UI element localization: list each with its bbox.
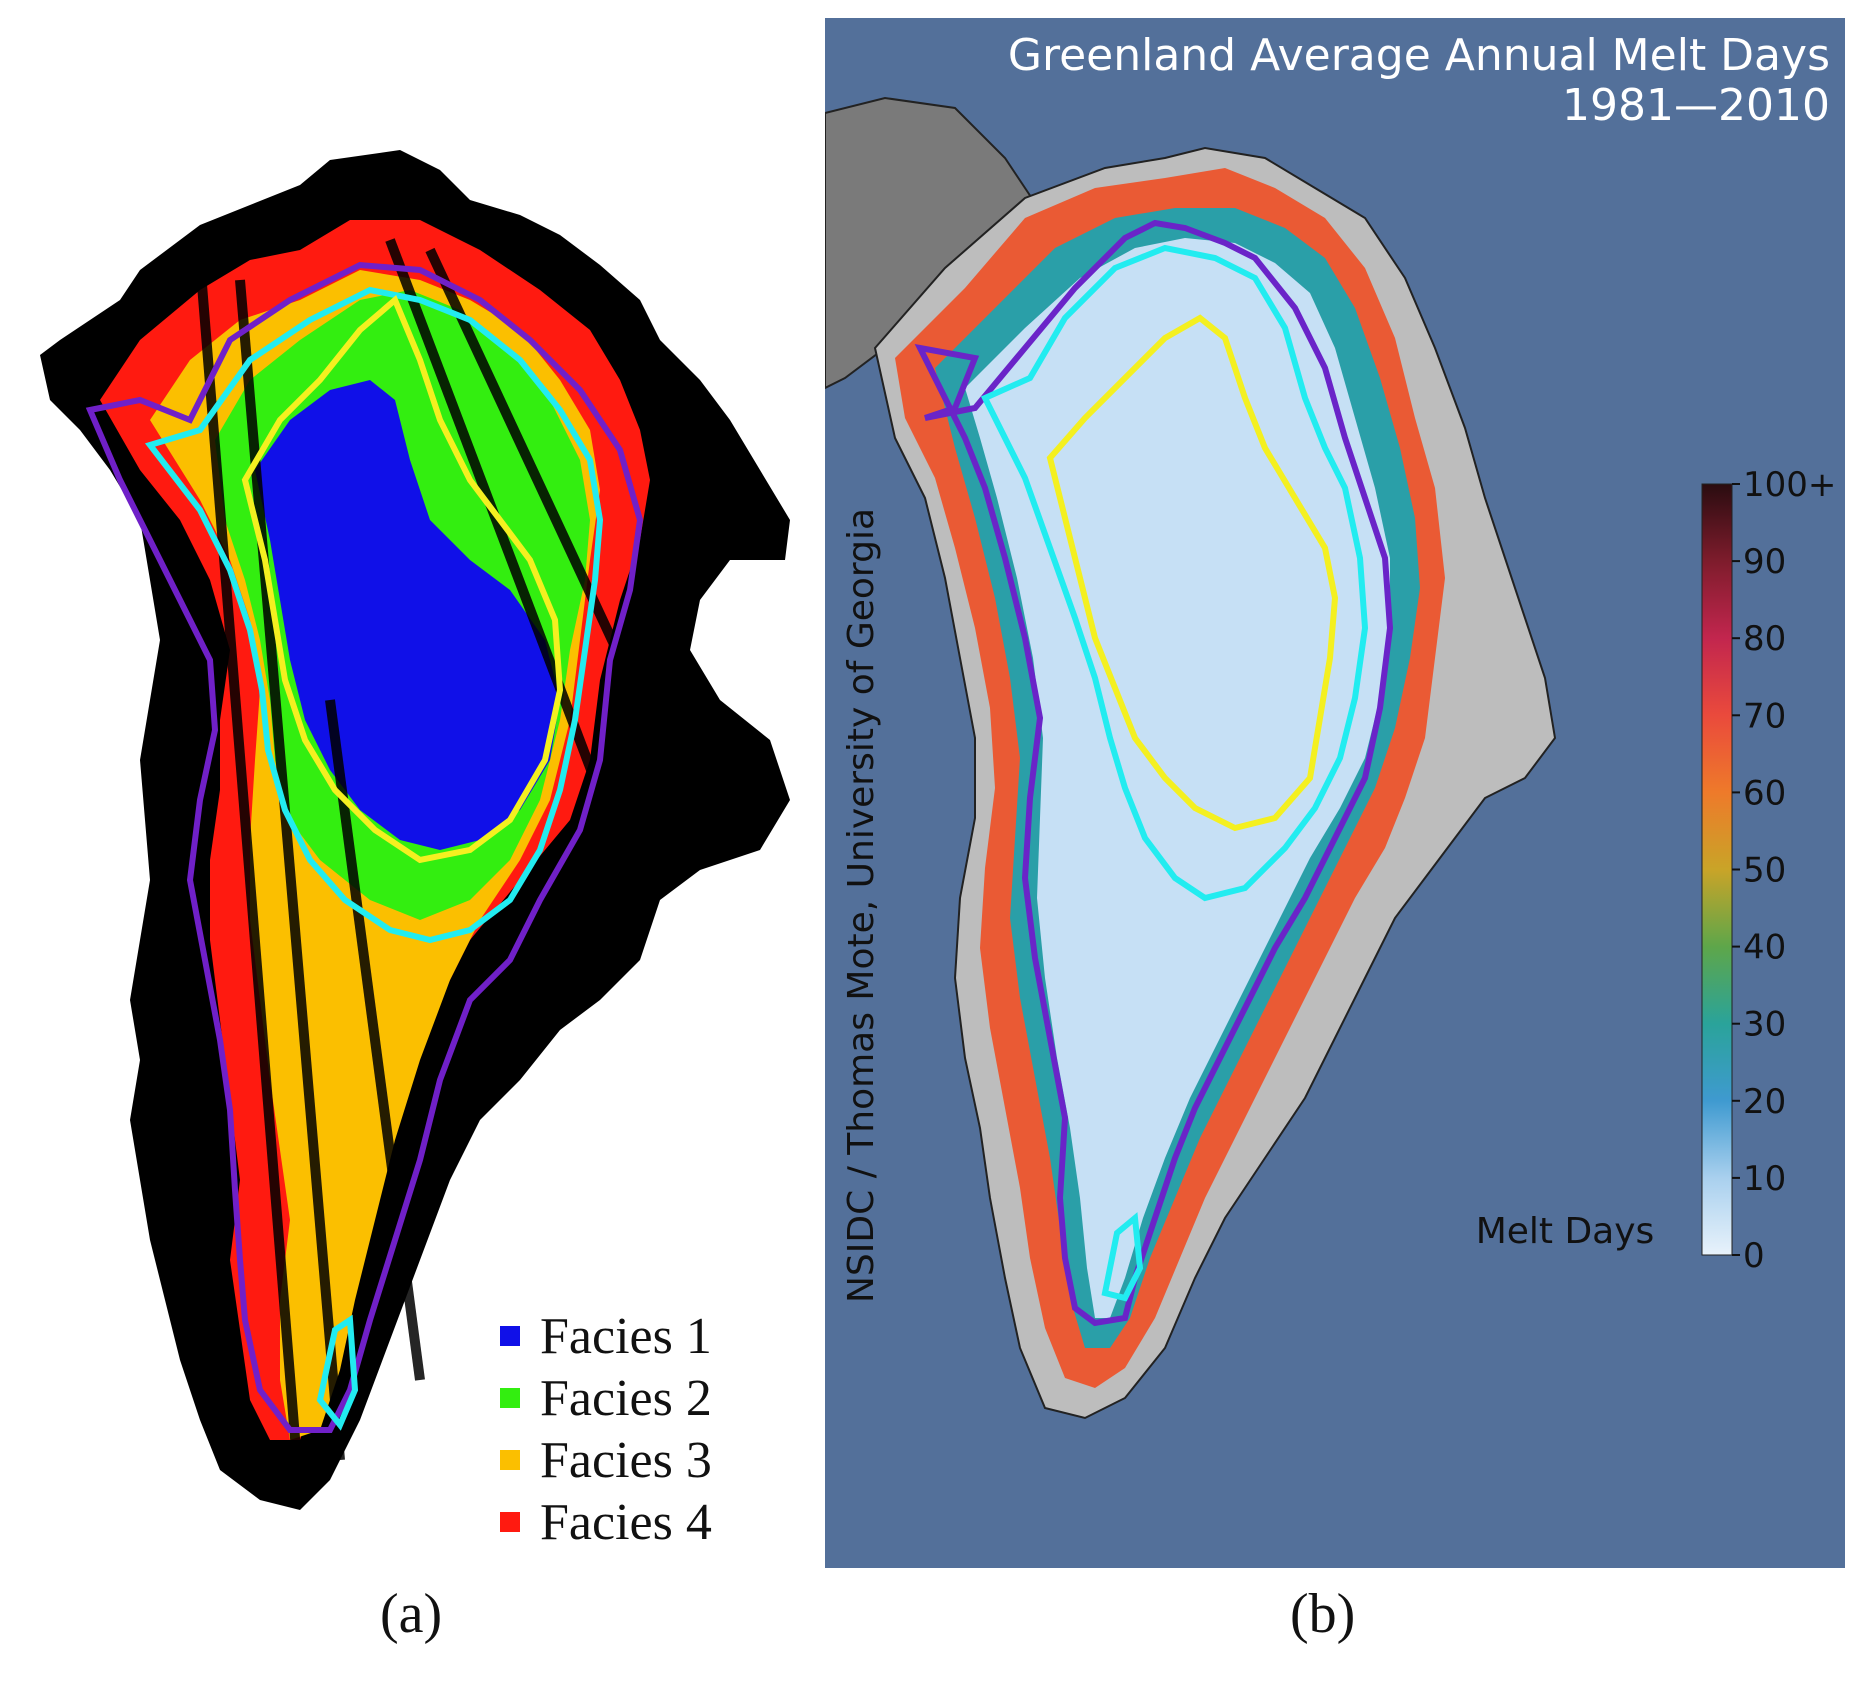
legend-label-facies-3: Facies 3 [540, 1431, 712, 1489]
swath-stripes [195, 238, 645, 1501]
colorbar-label: Melt Days [1476, 1211, 1655, 1252]
map-subtitle: 1981—2010 [1562, 80, 1830, 131]
colorbar-tick-label: 100+ [1743, 465, 1836, 505]
outline-cyan [980, 244, 1369, 902]
legend-item-facies-3: Facies 3 [500, 1429, 712, 1491]
melt-days-map: Greenland Average Annual Melt Days 1981—… [824, 18, 1845, 1568]
colorbar [1701, 483, 1733, 1256]
legend-label-facies-4: Facies 4 [540, 1493, 712, 1551]
legend-label-facies-1: Facies 1 [540, 1307, 712, 1365]
caption-b: (b) [1290, 1583, 1356, 1645]
melt-low-interior [965, 238, 1390, 1318]
facies-legend: Facies 1 Facies 2 Facies 3 Facies 4 [500, 1305, 712, 1553]
outline-purple [85, 261, 644, 1433]
legend-swatch-facies-3 [500, 1450, 520, 1470]
legend-swatch-facies-1 [500, 1326, 520, 1346]
facies-map-panel: Facies 1 Facies 2 Facies 3 Facies 4 [0, 0, 800, 1580]
colorbar-tick-label: 90 [1743, 542, 1786, 582]
colorbar-tick-label: 20 [1743, 1082, 1786, 1122]
outline-purple [914, 219, 1394, 1327]
melt-days-map-panel: Greenland Average Annual Melt Days 1981—… [824, 18, 1845, 1568]
legend-swatch-facies-2 [500, 1388, 520, 1408]
outline-yellow [1046, 314, 1339, 832]
map-credit: NSIDC / Thomas Mote, University of Georg… [841, 508, 882, 1303]
colorbar-tick-label: 80 [1743, 619, 1786, 659]
colorbar-tick-label: 0 [1743, 1236, 1765, 1276]
outline-cyan-south [316, 1314, 359, 1431]
outline-cyan [144, 286, 604, 944]
caption-a: (a) [380, 1583, 443, 1645]
colorbar-ticks: 0 10 20 30 40 50 60 70 80 90 100+ [1732, 465, 1836, 1276]
legend-label-facies-2: Facies 2 [540, 1369, 712, 1427]
outline-cyan-south [1101, 1212, 1144, 1302]
colorbar-tick-label: 40 [1743, 928, 1786, 968]
legend-swatch-facies-4 [500, 1512, 520, 1532]
outline-yellow [241, 295, 564, 864]
facies-map [40, 150, 790, 1510]
colorbar-tick-label: 60 [1743, 773, 1786, 813]
colorbar-tick-label: 70 [1743, 696, 1786, 736]
legend-item-facies-1: Facies 1 [500, 1305, 712, 1367]
legend-item-facies-2: Facies 2 [500, 1367, 712, 1429]
colorbar-tick-label: 30 [1743, 1005, 1786, 1045]
map-title: Greenland Average Annual Melt Days [1008, 30, 1830, 81]
colorbar-tick-label: 50 [1743, 851, 1786, 891]
colorbar-tick-label: 10 [1743, 1159, 1786, 1199]
legend-item-facies-4: Facies 4 [500, 1491, 712, 1553]
